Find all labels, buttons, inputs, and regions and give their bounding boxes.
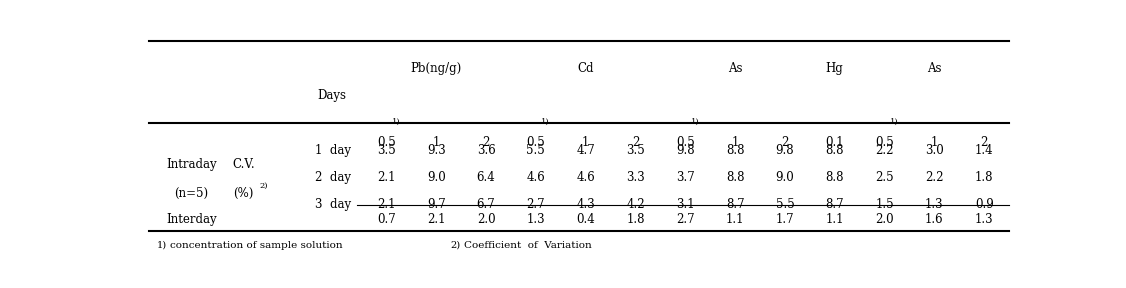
Text: 5.5: 5.5 <box>776 198 794 211</box>
Text: 1.3: 1.3 <box>527 213 545 226</box>
Text: 8.8: 8.8 <box>726 145 744 158</box>
Text: 1: 1 <box>930 136 938 149</box>
Text: Cd: Cd <box>578 62 593 75</box>
Text: 8.7: 8.7 <box>825 198 844 211</box>
Text: 2.7: 2.7 <box>676 213 695 226</box>
Text: 3.5: 3.5 <box>626 145 645 158</box>
Text: 9.0: 9.0 <box>427 171 446 184</box>
Text: 1.7: 1.7 <box>776 213 794 226</box>
Text: 9.0: 9.0 <box>776 171 794 184</box>
Text: 1.3: 1.3 <box>926 198 944 211</box>
Text: 1.6: 1.6 <box>926 213 944 226</box>
Text: Days: Days <box>318 89 347 102</box>
Text: 4.6: 4.6 <box>527 171 545 184</box>
Text: 2.1: 2.1 <box>377 198 395 211</box>
Text: 0.5: 0.5 <box>377 136 396 149</box>
Text: 4.2: 4.2 <box>626 198 645 211</box>
Text: 3  day: 3 day <box>315 198 351 211</box>
Text: 3.1: 3.1 <box>676 198 695 211</box>
Text: Intraday: Intraday <box>166 158 216 171</box>
Text: 2): 2) <box>260 181 268 189</box>
Text: Pb(ng/g): Pb(ng/g) <box>411 62 462 75</box>
Text: 4.3: 4.3 <box>577 198 595 211</box>
Text: 3.5: 3.5 <box>377 145 396 158</box>
Text: Hg: Hg <box>825 62 843 75</box>
Text: 2.2: 2.2 <box>875 145 894 158</box>
Text: 8.7: 8.7 <box>726 198 744 211</box>
Text: concentration of sample solution: concentration of sample solution <box>170 241 342 250</box>
Text: (n=5): (n=5) <box>175 187 208 200</box>
Text: (%): (%) <box>233 187 253 200</box>
Text: 0.9: 0.9 <box>975 198 993 211</box>
Text: 2  day: 2 day <box>315 171 351 184</box>
Text: 1): 1) <box>542 118 549 126</box>
Text: 8.8: 8.8 <box>825 171 844 184</box>
Text: 8.8: 8.8 <box>726 171 744 184</box>
Text: 1.3: 1.3 <box>975 213 993 226</box>
Text: As: As <box>927 62 941 75</box>
Text: 6.7: 6.7 <box>476 198 495 211</box>
Text: 9.7: 9.7 <box>427 198 446 211</box>
Text: 0.7: 0.7 <box>377 213 396 226</box>
Text: 1.5: 1.5 <box>875 198 894 211</box>
Text: 9.8: 9.8 <box>776 145 794 158</box>
Text: 2: 2 <box>632 136 640 149</box>
Text: 0.5: 0.5 <box>676 136 695 149</box>
Text: 1: 1 <box>432 136 440 149</box>
Text: 1): 1) <box>157 241 167 250</box>
Text: 2: 2 <box>781 136 788 149</box>
Text: 5.5: 5.5 <box>527 145 545 158</box>
Text: 2.1: 2.1 <box>427 213 446 226</box>
Text: 9.8: 9.8 <box>676 145 695 158</box>
Text: 1.4: 1.4 <box>975 145 993 158</box>
Text: 4.6: 4.6 <box>577 171 595 184</box>
Text: 1.1: 1.1 <box>726 213 744 226</box>
Text: 3.3: 3.3 <box>626 171 645 184</box>
Text: 1.8: 1.8 <box>975 171 993 184</box>
Text: 0.4: 0.4 <box>577 213 595 226</box>
Text: As: As <box>727 62 742 75</box>
Text: 1  day: 1 day <box>315 145 351 158</box>
Text: 2: 2 <box>482 136 490 149</box>
Text: 3.6: 3.6 <box>476 145 495 158</box>
Text: 2.2: 2.2 <box>926 171 944 184</box>
Text: 8.8: 8.8 <box>825 145 844 158</box>
Text: 0.5: 0.5 <box>875 136 894 149</box>
Text: 1): 1) <box>690 118 699 126</box>
Text: Coefficient  of  Variation: Coefficient of Variation <box>464 241 591 250</box>
Text: 3.7: 3.7 <box>676 171 695 184</box>
Text: 4.7: 4.7 <box>577 145 595 158</box>
Text: 2.5: 2.5 <box>875 171 894 184</box>
Text: C.V.: C.V. <box>232 158 254 171</box>
Text: 9.3: 9.3 <box>427 145 446 158</box>
Text: 1.1: 1.1 <box>825 213 844 226</box>
Text: 2): 2) <box>450 241 461 250</box>
Text: 0.5: 0.5 <box>527 136 545 149</box>
Text: 2.0: 2.0 <box>875 213 894 226</box>
Text: 1.8: 1.8 <box>626 213 645 226</box>
Text: 2.7: 2.7 <box>527 198 545 211</box>
Text: 2.0: 2.0 <box>476 213 495 226</box>
Text: 1: 1 <box>732 136 739 149</box>
Text: 2.1: 2.1 <box>377 171 395 184</box>
Text: 1): 1) <box>890 118 899 126</box>
Text: 2: 2 <box>981 136 988 149</box>
Text: 3.0: 3.0 <box>924 145 944 158</box>
Text: 1: 1 <box>582 136 589 149</box>
Text: 1): 1) <box>392 118 401 126</box>
Text: 6.4: 6.4 <box>476 171 495 184</box>
Text: Interday: Interday <box>166 213 216 226</box>
Text: 0.1: 0.1 <box>825 136 844 149</box>
